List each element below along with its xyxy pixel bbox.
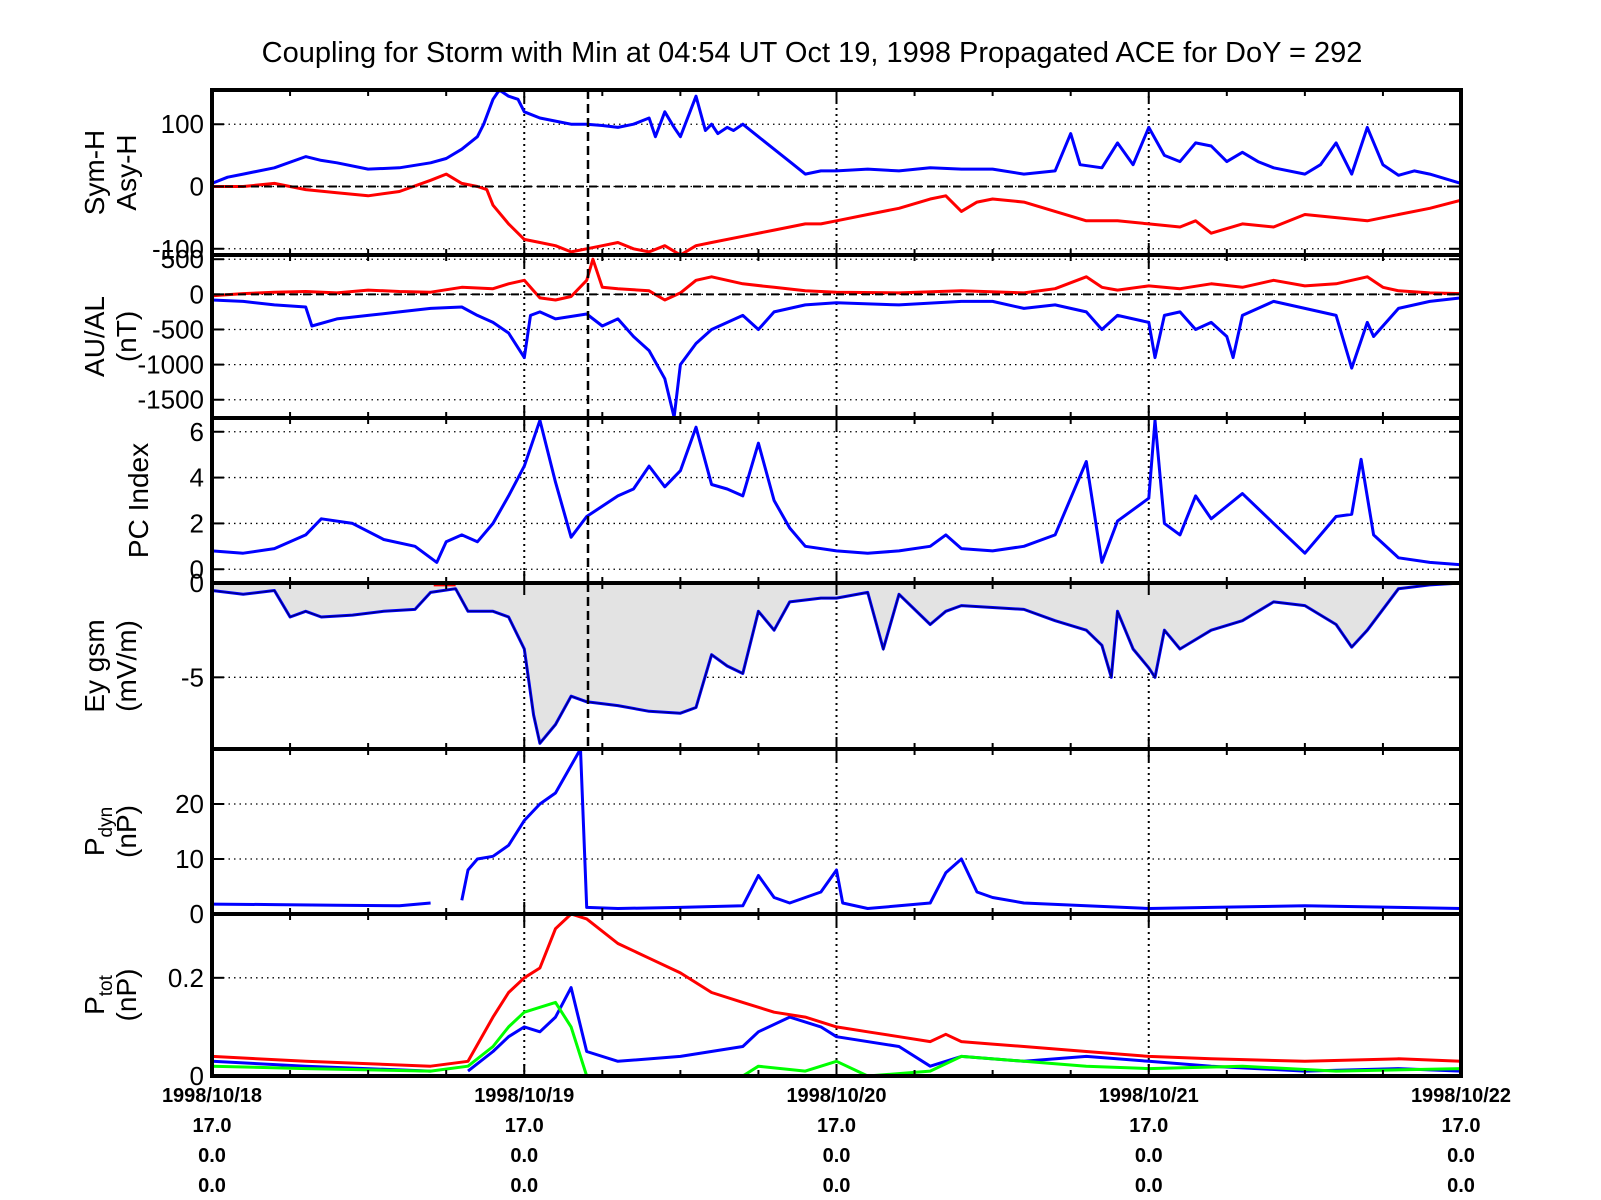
x-tick-label: 1998/10/18 [162,1085,262,1107]
y-tick-label: 2 [190,508,204,538]
y-axis-label-main: P [79,837,110,856]
x-tick-label: 0.0 [1135,1175,1163,1197]
y-axis-label-main: Sym-H [79,130,110,216]
x-tick-label: 0.0 [823,1175,851,1197]
x-tick-label: 0.0 [198,1145,226,1167]
series-line-aual-0 [212,257,1461,302]
y-tick-label: 500 [161,244,204,274]
x-tick-label: 1998/10/22 [1411,1085,1511,1107]
y-axis-label: Pdyn [79,807,117,856]
series-line-pc-0 [212,418,1461,567]
plot-area [212,418,1461,567]
y-axis-label-main: (nP) [111,805,142,858]
x-tick-label: 0.0 [1135,1145,1163,1167]
ey-fill-area [212,583,1461,744]
y-tick-label: 6 [190,417,204,447]
panel-pdyn: 20 10 0 Pdyn(nP) [79,747,1463,929]
y-axis-label-main: (nP) [111,969,142,1022]
x-tick-label: 1998/10/20 [786,1085,886,1107]
x-tick-label: 0.0 [1447,1145,1475,1167]
y-tick-label: 0 [190,554,204,584]
x-tick-label: 0.0 [1447,1175,1475,1197]
y-tick-label: -5 [181,662,204,692]
y-axis-label-main: (mV/m) [111,620,142,712]
y-tick-label: -1000 [138,350,205,380]
plot-area [212,257,1461,418]
plot-area [212,90,1461,255]
series-outline-ey [212,583,1461,745]
plot-area [212,914,1461,1076]
x-tick-label: 17.0 [1442,1115,1481,1137]
series-line-symh-1 [212,172,1461,255]
x-tick-label: 17.0 [505,1115,544,1137]
y-tick-label: -100 [152,234,204,264]
y-tick-label: 20 [175,789,204,819]
y-tick-label: 0 [190,279,204,309]
chart-title: Coupling for Storm with Min at 04:54 UT … [262,37,1363,69]
x-tick-label: 17.0 [1129,1115,1168,1137]
x-tick-label: 0.0 [198,1175,226,1197]
y-tick-label: 4 [190,463,204,493]
y-tick-label: 10 [175,844,204,874]
x-tick-label: 17.0 [193,1115,232,1137]
y-axis-label-subscript: tot [96,974,117,996]
y-tick-label: -1500 [138,385,205,415]
y-axis-label-subscript: dyn [96,807,117,838]
y-axis-label: (mV/m) [111,620,142,712]
series-line-ptot-2 [212,1000,1461,1076]
y-axis-label-main: P [79,996,110,1015]
panel-ey: 0 -5 Ey gsm (mV/m) [79,568,1463,751]
x-tick-label: 1998/10/19 [474,1085,574,1107]
y-axis-label: AU/AL [79,296,110,377]
y-tick-label: 0 [190,1061,204,1091]
y-axis-label-main: AU/AL [79,296,110,377]
x-tick-label: 0.0 [823,1145,851,1167]
y-axis-label-main: PC Index [123,443,154,558]
x-tick-label: 0.0 [510,1145,538,1167]
y-tick-label: 0 [190,899,204,929]
x-axis-ticks: 1998/10/18 17.0 0.0 0.0 1998/10/19 17.0 0.0 0.0… [162,1085,1511,1197]
y-tick-label: 0 [190,568,204,598]
y-axis-label: Sym-H [79,130,110,216]
y-axis-label: Ey gsm [79,619,110,712]
y-axis-label-main: Asy-H [111,134,142,210]
y-axis-label: PC Index [123,443,154,558]
y-tick-label: 0.2 [168,963,204,993]
series-line-ptot-1 [467,986,1461,1073]
panel-aual: 500 0 -500 -1000 -1500 AU/AL (nT) [79,244,1463,420]
y-axis-label: (nP) [111,805,142,858]
y-axis-label: Asy-H [111,134,142,210]
series-line-aual-1 [212,296,1461,418]
x-tick-label: 0.0 [510,1175,538,1197]
y-tick-label: 0 [190,172,204,202]
panel-pc: 6 4 2 0 PC Index [123,416,1463,585]
x-tick-label: 17.0 [817,1115,856,1137]
y-axis-label: (nP) [111,969,142,1022]
series-line-pdyn-1 [460,749,1461,910]
x-tick-label: 1998/10/21 [1099,1085,1199,1107]
panel-frame [210,912,1463,1078]
y-tick-label: -500 [152,314,204,344]
y-axis-label-main: (nT) [111,311,142,362]
y-axis-label: Ptot [79,974,117,1015]
panel-ptot: 0.2 0 Ptot(nP) [79,912,1463,1091]
series-line-symh-0 [212,90,1461,185]
series-line-pdyn-0 [212,901,431,908]
y-axis-label-main: Ey gsm [79,619,110,712]
y-axis-label: (nT) [111,311,142,362]
y-tick-label: 100 [161,109,204,139]
panel-symh: 100 0 -100 Sym-H Asy-H [79,88,1463,264]
series-line-ptot-3 [212,914,1461,1068]
plot-area [212,749,1461,910]
